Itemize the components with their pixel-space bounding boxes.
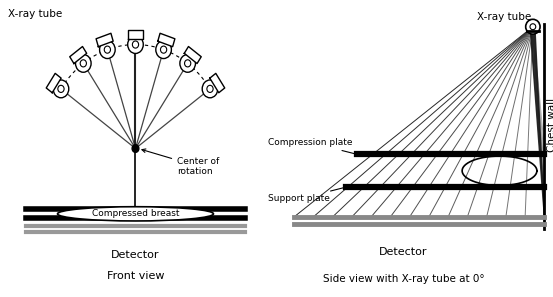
Text: Support plate: Support plate [268,188,343,203]
Circle shape [132,145,139,152]
Text: X-ray tube: X-ray tube [8,9,62,19]
Circle shape [132,41,139,48]
Polygon shape [158,33,175,47]
Text: X-ray tube: X-ray tube [477,12,531,22]
Circle shape [80,60,86,67]
Circle shape [156,41,171,59]
Circle shape [105,46,111,53]
Text: Center of
rotation: Center of rotation [142,149,220,176]
Text: Compressed breast: Compressed breast [92,209,179,218]
Polygon shape [530,33,544,217]
Polygon shape [128,30,143,39]
Text: Detector: Detector [111,250,160,260]
Circle shape [58,85,64,92]
Circle shape [76,54,91,72]
Text: Compression plate: Compression plate [268,138,355,154]
Polygon shape [46,73,61,93]
Text: Front view: Front view [107,271,164,281]
Circle shape [202,80,218,98]
Polygon shape [70,47,87,64]
Circle shape [53,80,69,98]
Circle shape [526,19,540,34]
Circle shape [160,46,166,53]
Text: Detector: Detector [379,247,427,257]
Polygon shape [96,33,113,47]
Circle shape [185,60,191,67]
Circle shape [530,24,536,30]
Polygon shape [184,47,201,64]
Circle shape [207,85,213,92]
Circle shape [128,36,143,53]
Circle shape [100,41,115,59]
Circle shape [180,54,195,72]
Text: Chest wall: Chest wall [546,98,553,152]
Text: Side view with X-ray tube at 0°: Side view with X-ray tube at 0° [322,274,484,284]
Ellipse shape [58,207,213,221]
Polygon shape [210,73,225,93]
